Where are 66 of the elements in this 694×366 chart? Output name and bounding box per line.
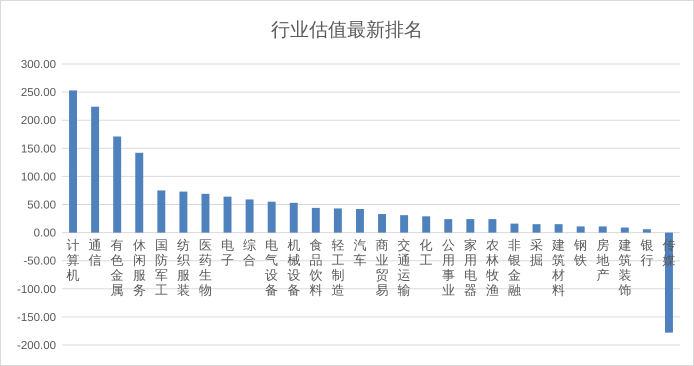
x-tick-label: 采掘 — [530, 238, 544, 268]
bar — [510, 224, 518, 233]
x-tick-label: 休闲服务 — [132, 238, 146, 298]
x-tick-label: 纺织服装 — [176, 238, 190, 298]
bar — [334, 208, 342, 233]
bar — [620, 228, 629, 233]
bar — [642, 229, 651, 233]
bar — [69, 90, 78, 233]
x-tick-label: 银行 — [639, 238, 654, 268]
y-tick-label: 300.00 — [20, 59, 56, 71]
bar — [113, 136, 122, 233]
x-tick-label: 电子 — [221, 238, 234, 268]
bar — [201, 194, 210, 233]
y-tick-label: 250.00 — [20, 87, 56, 100]
bar — [598, 226, 607, 233]
chart-title: 行业估值最新排名 — [271, 19, 423, 41]
bar — [179, 192, 188, 233]
bar — [157, 190, 166, 233]
y-tick-label: 0.00 — [34, 228, 56, 240]
x-tick-label: 医药生物 — [198, 238, 212, 298]
x-tick-label: 食品饮料 — [308, 238, 322, 298]
bar — [356, 208, 364, 233]
x-tick-label: 建筑装饰 — [617, 238, 632, 298]
y-tick-label: -200.00 — [16, 340, 56, 352]
y-tick-label: 100.00 — [20, 171, 56, 184]
bar — [422, 216, 430, 233]
x-tick-label: 商业贸易 — [376, 238, 389, 298]
x-tick-label: 国防军工 — [154, 238, 168, 298]
bar — [378, 214, 386, 233]
x-tick-label: 房地产 — [595, 238, 610, 283]
x-tick-label: 非银金融 — [506, 238, 521, 298]
bar — [488, 219, 496, 233]
x-tick-label: 通信 — [88, 238, 102, 268]
x-tick-label: 公用事业 — [442, 238, 455, 298]
bar — [224, 196, 232, 233]
bar — [554, 224, 563, 233]
bar — [135, 152, 144, 233]
y-tick-label: -150.00 — [16, 312, 56, 324]
x-tick-label: 建筑材料 — [551, 238, 566, 298]
x-tick-label: 汽车 — [353, 238, 366, 268]
bar — [246, 199, 254, 233]
bar — [444, 219, 452, 233]
y-tick-label: 200.00 — [20, 115, 56, 128]
bar — [576, 226, 585, 233]
bar — [466, 219, 474, 233]
y-tick-label: 50.00 — [27, 200, 56, 212]
bar — [290, 202, 298, 233]
y-tick-label: -100.00 — [16, 284, 56, 296]
bar — [268, 202, 276, 233]
x-tick-label: 农林牧渔 — [484, 238, 499, 298]
x-tick-label: 有色金属 — [110, 238, 124, 298]
bar — [91, 106, 100, 233]
bar — [400, 215, 408, 233]
x-tick-label: 家用电器 — [464, 238, 477, 298]
x-tick-label: 综合 — [243, 238, 256, 268]
x-tick-label: 计算机 — [66, 238, 80, 283]
x-tick-label: 轻工制造 — [331, 238, 344, 298]
bar — [532, 224, 541, 233]
x-tick-label: 电气设备 — [265, 238, 278, 298]
x-tick-label: 化工 — [420, 238, 433, 268]
y-tick-label: -50.00 — [23, 256, 56, 268]
x-tick-label: 机械设备 — [287, 238, 300, 298]
x-tick-label: 钢铁 — [573, 238, 588, 268]
x-tick-label: 交通运输 — [398, 238, 411, 298]
bar — [312, 208, 320, 233]
y-tick-label: 150.00 — [20, 143, 56, 156]
